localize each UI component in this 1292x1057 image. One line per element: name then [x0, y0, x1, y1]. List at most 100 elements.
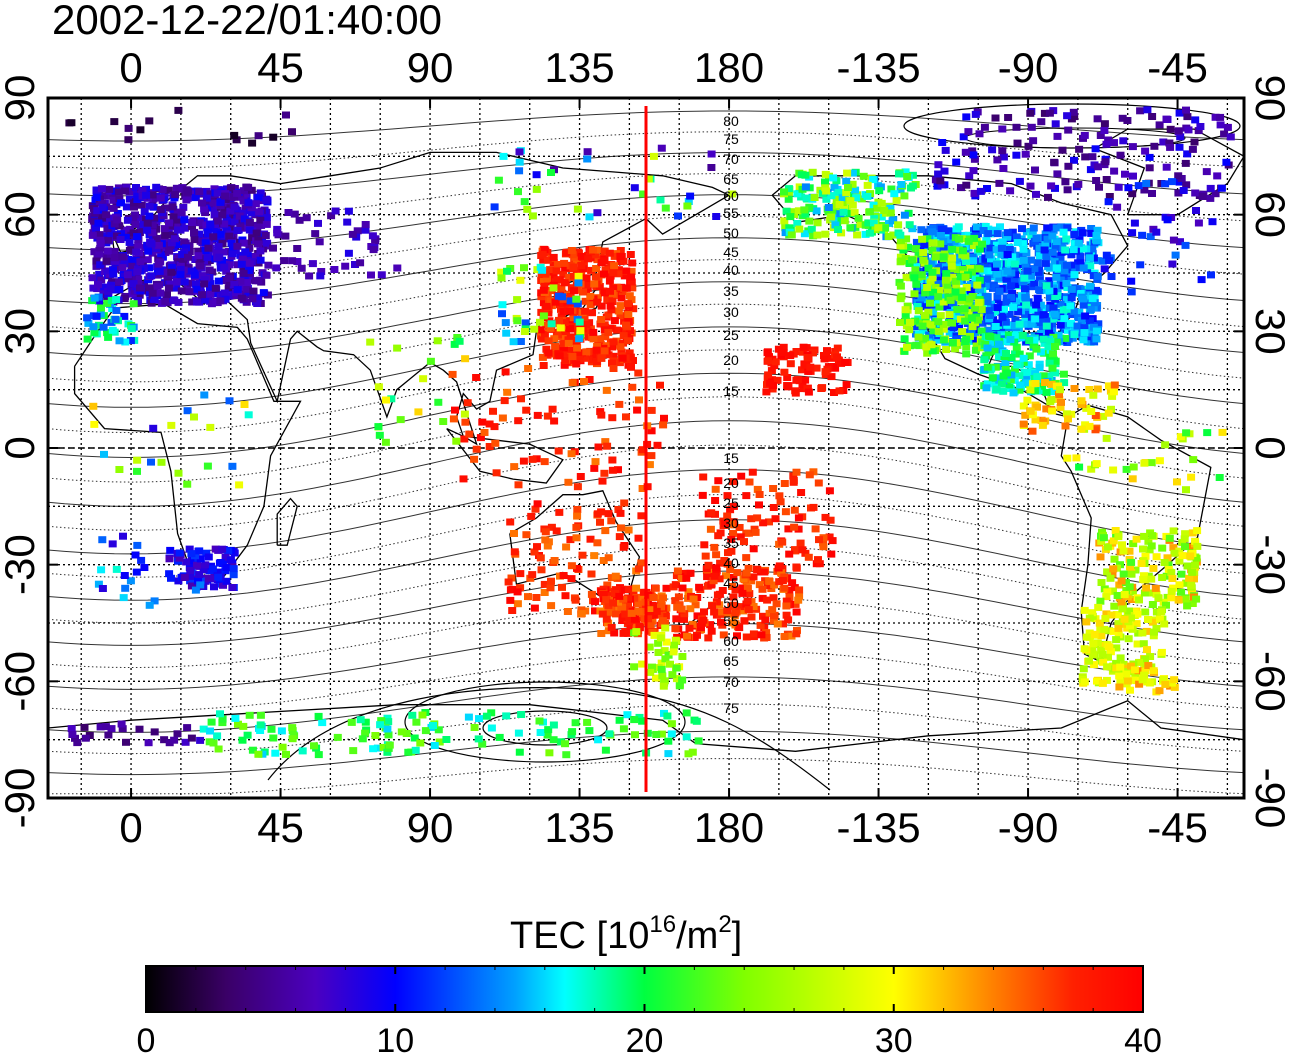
tec-cell	[205, 266, 214, 274]
tec-cell	[910, 290, 919, 298]
tec-cell	[1027, 320, 1036, 328]
tec-cell	[843, 169, 852, 177]
tec-cell	[660, 677, 669, 685]
tec-cell	[1018, 331, 1027, 339]
tec-cell	[1056, 321, 1065, 329]
tec-cell	[262, 271, 271, 279]
tec-cell	[124, 124, 133, 132]
tec-cell	[616, 509, 625, 517]
tec-cell	[1167, 594, 1176, 602]
tec-cell	[948, 254, 957, 262]
tec-cell	[694, 737, 703, 745]
tec-cell	[927, 321, 936, 329]
tec-cell	[1020, 368, 1029, 376]
tec-cell	[897, 181, 906, 188]
tec-cell	[89, 402, 98, 410]
tec-cell	[404, 748, 413, 756]
tec-cell	[195, 219, 204, 227]
tec-cell	[541, 528, 550, 536]
tec-cell	[148, 221, 157, 229]
tec-cell	[90, 294, 99, 302]
tec-cell	[815, 536, 823, 544]
tec-cell	[1081, 153, 1090, 161]
top-lon-tick-label: -90	[998, 44, 1059, 91]
contour-label: 70	[723, 674, 739, 690]
tec-cell	[1206, 194, 1215, 202]
tec-cell	[686, 605, 695, 613]
tec-cell	[1102, 140, 1111, 148]
tec-cell	[765, 518, 773, 526]
tec-cell	[174, 298, 183, 306]
tec-cell	[111, 262, 120, 270]
tec-cell	[263, 239, 272, 247]
tec-cell	[711, 485, 720, 493]
tec-cell	[934, 161, 943, 169]
tec-cell	[225, 212, 234, 220]
tec-cell	[755, 501, 763, 509]
tec-cell	[429, 722, 437, 729]
tec-cell	[567, 562, 576, 570]
tec-cell	[96, 310, 105, 318]
tec-cell	[584, 255, 593, 263]
tec-cell	[607, 623, 616, 631]
tec-cell	[608, 414, 617, 422]
tec-cell	[822, 187, 831, 195]
tec-cell	[795, 225, 804, 233]
left-lat-tick-label: -90	[0, 768, 43, 829]
tec-cell	[612, 606, 621, 613]
tec-cell	[638, 717, 647, 725]
tec-cell	[1142, 180, 1151, 187]
tec-cell	[560, 361, 569, 369]
tec-cell	[145, 202, 154, 210]
tec-cell	[1029, 341, 1038, 349]
tec-cell	[911, 245, 920, 253]
tec-cell	[376, 721, 385, 729]
tec-cell	[186, 567, 195, 574]
tec-cell	[992, 334, 1001, 342]
tec-cell	[892, 196, 901, 204]
tec-cell	[821, 513, 830, 521]
tec-cell	[643, 729, 652, 737]
tec-cell	[200, 391, 209, 399]
tec-cell	[593, 343, 602, 350]
tec-cell	[969, 257, 978, 265]
right-lat-tick-label: 60	[1247, 191, 1292, 238]
tec-cell	[873, 204, 882, 212]
tec-cell	[1097, 632, 1106, 640]
tec-cell	[343, 218, 352, 226]
tec-cell	[239, 722, 248, 730]
tec-cell	[953, 305, 962, 313]
tec-cell	[597, 508, 606, 516]
tec-cell	[986, 340, 995, 348]
tec-cell	[293, 245, 302, 252]
tec-cell	[133, 233, 142, 241]
tec-cell	[1090, 661, 1099, 669]
tec-cell	[126, 337, 135, 345]
tec-cell	[964, 299, 973, 307]
tec-cell	[240, 401, 249, 408]
tec-cell	[821, 170, 830, 178]
tec-cell	[729, 573, 738, 581]
tec-cell	[632, 584, 641, 592]
tec-cell	[160, 736, 169, 744]
tec-cell	[222, 564, 231, 571]
tec-cell	[1135, 680, 1144, 688]
tec-cell	[472, 374, 481, 381]
tec-cell	[1206, 184, 1215, 192]
tec-cell	[792, 468, 801, 476]
tec-cell	[992, 241, 1001, 249]
tec-cell	[530, 325, 539, 333]
tec-cell	[273, 229, 282, 237]
tec-cell	[180, 224, 189, 232]
tec-cell	[1013, 361, 1022, 369]
tec-cell	[180, 574, 189, 581]
tec-cell	[1147, 575, 1156, 583]
tec-cell	[451, 406, 459, 414]
tec-cell	[674, 593, 683, 601]
tec-cell	[728, 190, 737, 198]
tec-cell	[781, 224, 790, 232]
tec-cell	[1036, 301, 1045, 309]
tec-cell	[497, 268, 506, 276]
tec-cell	[489, 407, 497, 415]
tec-cell	[673, 567, 682, 575]
